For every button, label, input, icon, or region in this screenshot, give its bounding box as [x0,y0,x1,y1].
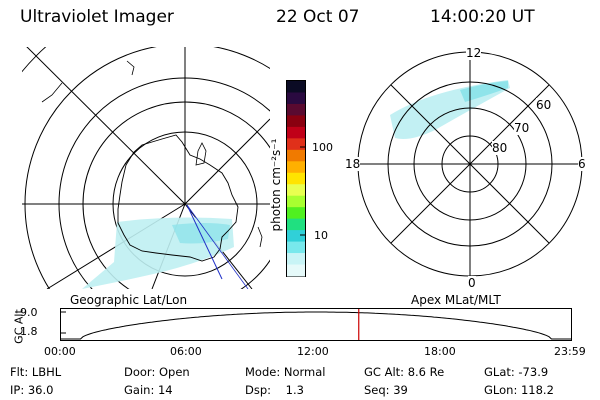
ip-field: IP: 36.0 [10,383,54,397]
gc-alt-field: GC Alt: 8.6 Re [364,365,445,379]
intensity-colorbar [286,80,306,277]
mlt-label-12: 12 [466,46,482,60]
geographic-map [22,47,270,289]
altitude-tick-high: 9.0 [20,306,38,319]
colorbar-cell [287,253,305,266]
colorbar-cell [287,195,305,208]
mlat-label-60: 60 [536,98,552,112]
altitude-tick-low: 1.8 [20,325,38,338]
dsp-field: Dsp: 1.3 [245,383,304,397]
colorbar-cell [287,149,305,162]
mlt-label-18: 18 [345,157,361,171]
mlt-label-6: 6 [578,157,586,171]
glat-field: GLat: -73.9 [484,365,549,379]
altitude-xtick-2: 12:00 [297,345,329,358]
colorbar-cell [287,103,305,116]
altitude-xtick-1: 06:00 [170,345,202,358]
colorbar-cell [287,184,305,197]
colorbar-cell [287,218,305,231]
colorbar-cell [287,264,305,277]
altitude-xtick-3: 18:00 [424,345,456,358]
time-label: 14:00:20 UT [430,7,535,27]
door-field: Door: Open [124,365,190,379]
polar-mlat-mlt-plot [357,51,583,277]
mode-field: Mode: Normal [245,365,326,379]
date-label: 22 Oct 07 [276,7,360,27]
instrument-title: Ultraviolet Imager [20,7,174,27]
altitude-xtick-0: 00:00 [44,345,76,358]
colorbar-cell [287,126,305,139]
colorbar-cell [287,230,305,243]
gain-field: Gain: 14 [124,383,173,397]
filter-field: Flt: LBHL [10,365,62,379]
colorbar-cell [287,81,305,93]
colorbar-tick-10: 10 [314,229,328,242]
mlat-label-80: 80 [492,141,508,155]
altitude-xtick-4: 23:59 [554,345,586,358]
colorbar-cell [287,172,305,185]
seq-field: Seq: 39 [364,383,408,397]
apex-caption: Apex MLat/MLT [411,293,501,307]
mlat-label-70: 70 [514,121,530,135]
colorbar-cell [287,138,305,151]
colorbar-cell [287,207,305,220]
colorbar-cell [287,115,305,128]
colorbar-tick-100: 100 [312,141,333,154]
colorbar-unit-label: photon cm⁻²s⁻¹ [269,138,283,232]
altitude-plot [60,308,572,341]
geographic-caption: Geographic Lat/Lon [70,293,188,307]
mlt-label-0: 0 [468,276,476,290]
colorbar-cell [287,241,305,254]
colorbar-cell [287,92,305,105]
glon-field: GLon: 118.2 [484,383,554,397]
colorbar-cell [287,161,305,174]
